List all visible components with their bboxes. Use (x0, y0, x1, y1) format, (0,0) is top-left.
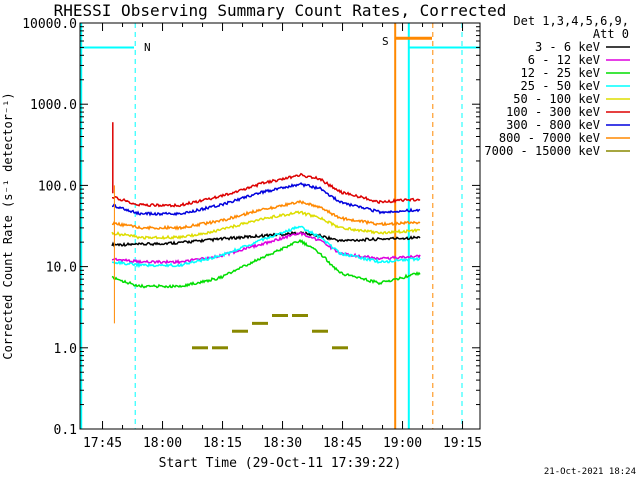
night-label: N (144, 41, 151, 54)
series-25-50-kev (111, 225, 421, 269)
series-50-100-kev (111, 210, 421, 240)
legend-label: 6 - 12 keV (528, 53, 600, 67)
x-axis-label: Start Time (29-Oct-11 17:39:22) (159, 456, 402, 471)
y-axis: 10000.0 1000.0 100.0 10.0 1.0 0.1 (22, 17, 480, 438)
x-tick-label: 17:45 (83, 436, 122, 451)
y-tick-label: 1.0 (54, 342, 77, 357)
legend-label: 100 - 300 keV (506, 105, 600, 119)
x-tick-label: 18:00 (143, 436, 182, 451)
series-line (112, 172, 421, 208)
x-tick-label: 19:00 (383, 436, 422, 451)
legend-label: 12 - 25 keV (521, 66, 600, 80)
series-6-12-kev (111, 231, 421, 265)
legend-label: 800 - 7000 keV (499, 131, 600, 145)
series-800-7000-kev (111, 199, 421, 231)
timestamp: 21-Oct-2021 18:24 (544, 467, 636, 477)
series-100-300-kev (112, 172, 421, 208)
series-line (111, 231, 421, 265)
series-line (111, 238, 421, 289)
plot-frame (79, 22, 481, 430)
legend-title-line-2: Att 0 (593, 27, 629, 41)
y-tick-label: 100.0 (38, 179, 77, 194)
x-tick-label: 18:45 (323, 436, 362, 451)
x-tick-label: 18:30 (263, 436, 302, 451)
y-tick-label: 10000.0 (22, 17, 77, 32)
legend-label: 25 - 50 keV (521, 79, 600, 93)
x-axis: 17:45 18:00 18:15 18:30 18:45 19:00 19:15 (83, 23, 482, 451)
y-tick-label: 10.0 (46, 261, 77, 276)
series-line (111, 182, 421, 217)
x-tick-label: 19:15 (443, 436, 482, 451)
series-12-25-kev (111, 238, 421, 289)
series-7000-15000-kev (192, 313, 348, 350)
legend-title-line-1: Det 1,3,4,5,6,9, (513, 14, 629, 28)
saa-label: S (382, 35, 389, 48)
series-300-800-kev (111, 182, 421, 217)
legend-label: 50 - 100 keV (513, 92, 600, 106)
series-line (111, 199, 421, 231)
legend-label: 3 - 6 keV (535, 40, 600, 54)
x-tick-label: 18:15 (203, 436, 242, 451)
legend-label: 300 - 800 keV (506, 118, 600, 132)
legend-label: 7000 - 15000 keV (484, 144, 600, 158)
y-tick-label: 0.1 (54, 423, 77, 438)
chart-title: RHESSI Observing Summary Count Rates, Co… (54, 1, 507, 20)
series-line (111, 225, 421, 269)
series-line (111, 230, 421, 248)
y-axis-label: Corrected Count Rate (s⁻¹ detector⁻¹) (1, 92, 15, 359)
y-tick-label: 1000.0 (30, 98, 77, 113)
series-line (111, 210, 421, 240)
series-3-6-kev (111, 230, 421, 248)
